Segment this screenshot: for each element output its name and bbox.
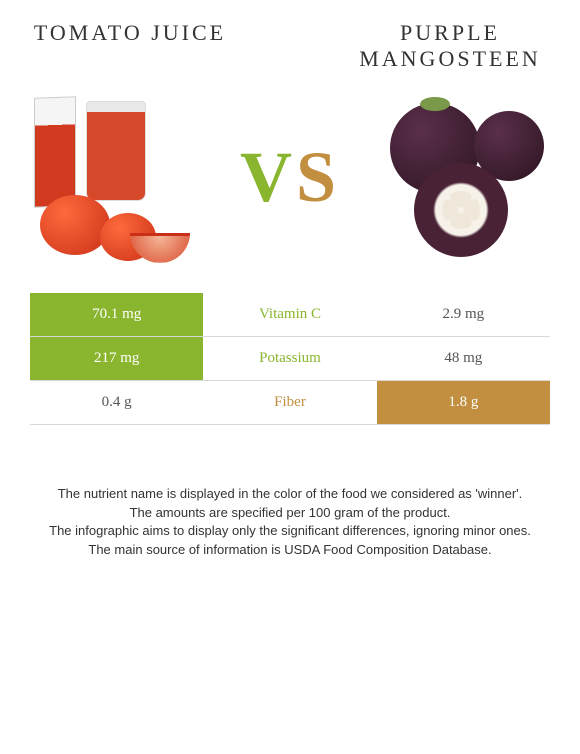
- table-row: 0.4 g Fiber 1.8 g: [30, 381, 550, 425]
- left-value: 217 mg: [30, 337, 203, 380]
- nutrient-name: Vitamin C: [203, 293, 376, 336]
- footer-line: The nutrient name is displayed in the co…: [30, 485, 550, 504]
- vs-label: VS: [240, 136, 340, 219]
- right-value: 1.8 g: [377, 381, 550, 424]
- vs-v: V: [240, 137, 296, 217]
- footer-notes: The nutrient name is displayed in the co…: [30, 485, 550, 560]
- nutrient-name: Fiber: [203, 381, 376, 424]
- vs-s: S: [296, 137, 340, 217]
- title-right: Purple mangosteen: [350, 20, 550, 73]
- nutrient-table: 70.1 mg Vitamin C 2.9 mg 217 mg Potassiu…: [30, 293, 550, 425]
- table-row: 217 mg Potassium 48 mg: [30, 337, 550, 381]
- left-value: 70.1 mg: [30, 293, 203, 336]
- right-value: 48 mg: [377, 337, 550, 380]
- mangosteen-image: [380, 93, 550, 263]
- nutrient-name: Potassium: [203, 337, 376, 380]
- title-left: Tomato juice: [30, 20, 230, 73]
- table-row: 70.1 mg Vitamin C 2.9 mg: [30, 293, 550, 337]
- footer-line: The amounts are specified per 100 gram o…: [30, 504, 550, 523]
- tomato-juice-image: [30, 93, 200, 263]
- header: Tomato juice Purple mangosteen: [0, 0, 580, 83]
- footer-line: The main source of information is USDA F…: [30, 541, 550, 560]
- left-value: 0.4 g: [30, 381, 203, 424]
- images-row: VS: [0, 83, 580, 283]
- footer-line: The infographic aims to display only the…: [30, 522, 550, 541]
- right-value: 2.9 mg: [377, 293, 550, 336]
